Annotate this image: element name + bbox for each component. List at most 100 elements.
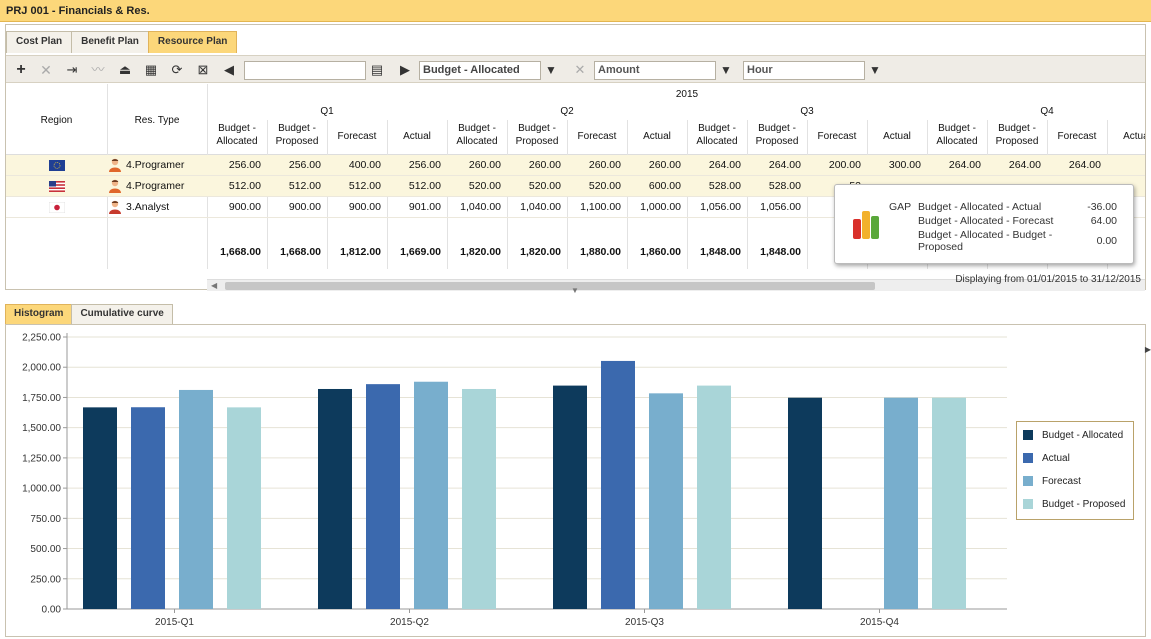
bar-forecast-2015-q3[interactable] <box>649 393 683 609</box>
cell-value[interactable]: 260.00 <box>528 159 561 171</box>
legend-item-budget-allocated[interactable]: Budget - Allocated <box>1023 430 1123 442</box>
bar-budget-proposed-2015-q1[interactable] <box>227 407 261 609</box>
subcol-header[interactable]: Actual <box>643 131 671 142</box>
bar-forecast-2015-q1[interactable] <box>179 389 213 609</box>
bar-budget-allocated-2015-q4[interactable] <box>788 397 822 609</box>
subcol-header[interactable]: Budget - Proposed <box>515 123 559 147</box>
subcol-header[interactable]: Forecast <box>577 131 617 142</box>
tab-histogram[interactable]: Histogram <box>5 304 73 324</box>
measure-select[interactable]: Budget - Allocated <box>419 61 541 80</box>
scroll-thumb[interactable] <box>225 282 875 290</box>
bar-budget-proposed-2015-q3[interactable] <box>697 385 731 609</box>
bar-budget-proposed-2015-q2[interactable] <box>462 388 496 609</box>
legend-item-actual[interactable]: Actual <box>1023 453 1070 465</box>
subcol-header[interactable]: Forecast <box>1057 131 1097 142</box>
cell-value[interactable]: 264.00 <box>768 159 801 171</box>
collapse-right-icon[interactable]: ▶ <box>1144 345 1151 354</box>
amount-dropdown-icon[interactable]: ▼ <box>720 63 732 77</box>
tab-resource-plan[interactable]: Resource Plan <box>147 31 238 53</box>
cell-value[interactable]: 512.00 <box>408 180 441 192</box>
cell-value[interactable]: 264.00 <box>708 159 741 171</box>
cell-value[interactable]: 900.00 <box>228 201 261 213</box>
subcol-header[interactable]: Budget - Proposed <box>755 123 799 147</box>
cell-value[interactable]: 264.00 <box>1008 159 1041 171</box>
tab-cost-plan[interactable]: Cost Plan <box>6 31 73 53</box>
cell-value[interactable]: 260.00 <box>468 159 501 171</box>
upload-icon[interactable]: ⏏ <box>118 62 132 77</box>
cell-value[interactable]: 528.00 <box>768 180 801 192</box>
cell-value[interactable]: 260.00 <box>588 159 621 171</box>
unit-dropdown-icon[interactable]: ▼ <box>869 63 881 77</box>
cell-value[interactable]: 1,040.00 <box>520 201 561 213</box>
cell-value[interactable]: 1,100.00 <box>580 201 621 213</box>
subcol-header[interactable]: Forecast <box>817 131 857 142</box>
subcol-header[interactable]: Budget - Allocated <box>936 123 978 147</box>
refresh-icon[interactable]: ⟳ <box>171 62 183 77</box>
cell-value[interactable]: 264.00 <box>948 159 981 171</box>
bar-budget-allocated-2015-q2[interactable] <box>318 388 352 609</box>
add-icon[interactable]: + <box>16 61 26 78</box>
subcol-header[interactable]: Budget - Allocated <box>696 123 738 147</box>
scroll-left-icon[interactable]: ◀ <box>211 281 218 290</box>
calendar-icon[interactable]: ▤ <box>370 62 384 77</box>
cell-value[interactable]: 512.00 <box>288 180 321 192</box>
cell-value[interactable]: 200.00 <box>828 159 861 171</box>
cell-value[interactable]: 256.00 <box>408 159 441 171</box>
measure-dropdown-icon[interactable]: ▼ <box>545 63 557 77</box>
subcol-header[interactable]: Budget - Proposed <box>995 123 1039 147</box>
cell-value[interactable]: 256.00 <box>228 159 261 171</box>
subcol-header[interactable]: Budget - Allocated <box>456 123 498 147</box>
subcol-header[interactable]: Actual <box>1123 131 1145 142</box>
splitter-handle-icon[interactable]: ▼ <box>571 286 579 295</box>
legend-item-forecast[interactable]: Forecast <box>1023 476 1081 488</box>
clear-icon[interactable]: ✕ <box>574 62 586 77</box>
date-input[interactable] <box>244 61 366 80</box>
tab-benefit-plan[interactable]: Benefit Plan <box>71 31 149 53</box>
bar-actual-2015-q2[interactable] <box>366 384 400 609</box>
subcol-header[interactable]: Forecast <box>337 131 377 142</box>
cell-value[interactable]: 520.00 <box>588 180 621 192</box>
tab-cumulative-curve[interactable]: Cumulative curve <box>71 304 173 324</box>
cell-value[interactable]: 901.00 <box>408 201 441 213</box>
cell-value[interactable]: 400.00 <box>348 159 381 171</box>
region-header[interactable]: Region <box>40 115 73 126</box>
cell-value[interactable]: 520.00 <box>528 180 561 192</box>
chart-line-icon[interactable]: 〰 <box>91 62 105 77</box>
cell-value[interactable]: 900.00 <box>348 201 381 213</box>
cell-value[interactable]: 900.00 <box>288 201 321 213</box>
cell-value[interactable]: 264.00 <box>1068 159 1101 171</box>
cell-value[interactable]: 300.00 <box>888 159 921 171</box>
subcol-header[interactable]: Actual <box>403 131 431 142</box>
bar-actual-2015-q3[interactable] <box>601 360 635 609</box>
cell-value[interactable]: 1,056.00 <box>700 201 741 213</box>
cell-value[interactable]: 528.00 <box>708 180 741 192</box>
cell-value[interactable]: 512.00 <box>348 180 381 192</box>
subcol-header[interactable]: Budget - Proposed <box>275 123 319 147</box>
bar-budget-allocated-2015-q1[interactable] <box>83 407 117 609</box>
amount-field[interactable]: Amount <box>594 61 716 80</box>
bar-budget-allocated-2015-q3[interactable] <box>553 385 587 609</box>
cell-value[interactable]: 512.00 <box>228 180 261 192</box>
horizontal-scrollbar[interactable]: ◀ <box>207 279 1145 291</box>
bar-forecast-2015-q2[interactable] <box>414 381 448 609</box>
export-excel-icon[interactable]: ⊠ <box>197 62 209 77</box>
bar-actual-2015-q1[interactable] <box>131 407 165 609</box>
restype-header[interactable]: Res. Type <box>134 115 180 126</box>
cell-value[interactable]: 520.00 <box>468 180 501 192</box>
prev-arrow-icon[interactable]: ◀ <box>224 62 234 77</box>
unit-field[interactable]: Hour <box>743 61 865 80</box>
bar-budget-proposed-2015-q4[interactable] <box>932 397 966 609</box>
cell-value[interactable]: 600.00 <box>648 180 681 192</box>
table-row[interactable] <box>6 155 1145 176</box>
bar-forecast-2015-q4[interactable] <box>884 397 918 609</box>
next-arrow-icon[interactable]: ▶ <box>400 62 410 77</box>
subcol-header[interactable]: Budget - Allocated <box>216 123 258 147</box>
cell-value[interactable]: 256.00 <box>288 159 321 171</box>
import-icon[interactable]: ⇥ <box>66 62 78 77</box>
legend-item-budget-proposed[interactable]: Budget - Proposed <box>1023 499 1125 511</box>
table-row[interactable] <box>6 197 1145 218</box>
cell-value[interactable]: 1,000.00 <box>640 201 681 213</box>
cell-value[interactable]: 1,056.00 <box>760 201 801 213</box>
delete-icon[interactable]: ✕ <box>40 62 52 78</box>
cell-value[interactable]: 260.00 <box>648 159 681 171</box>
